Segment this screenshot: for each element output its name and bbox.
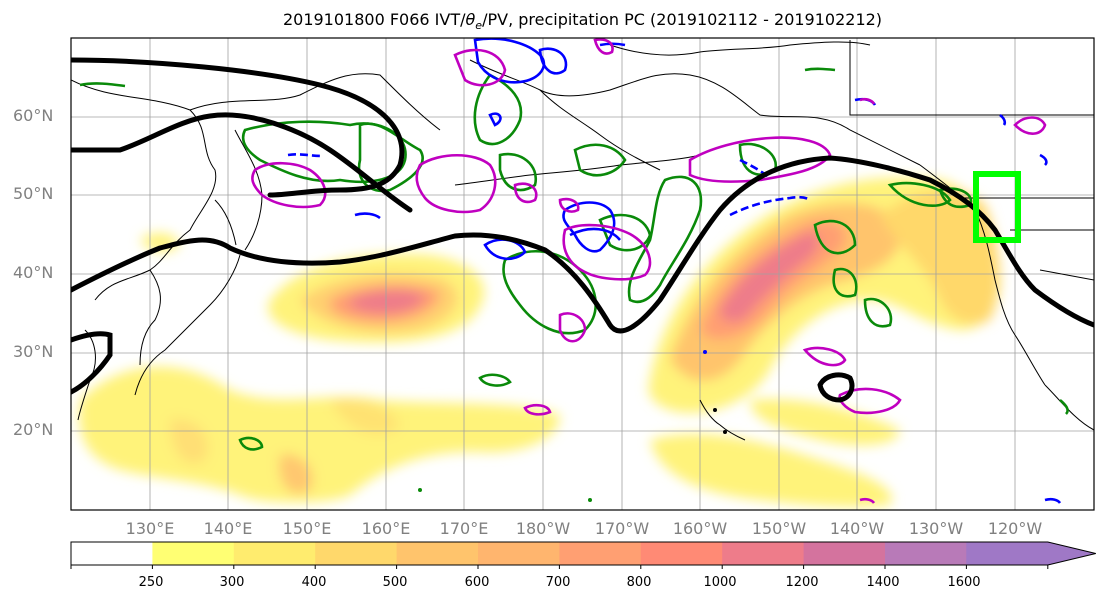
colorbar-tick-label: 300 [219,575,245,590]
colorbar-segment [478,542,560,565]
lon-label: 170°E [439,519,489,538]
lat-label: 40°N [13,263,54,282]
colorbar-segment [885,542,967,565]
colorbar-segment [233,542,316,565]
lon-label: 130°E [125,519,175,538]
colorbar-tick-label: 1000 [703,575,737,590]
map-frame [70,37,1095,511]
colorbar [70,541,1096,569]
lat-label: 30°N [13,342,54,361]
colorbar-tick-label: 500 [382,575,408,590]
target-box [973,171,1021,243]
colorbar-segment [71,542,153,565]
coastlines [71,40,1094,441]
lon-label: 120°W [987,519,1043,538]
lat-label: 20°N [13,420,54,439]
colorbar-tick-label: 700 [545,575,571,590]
colorbar-tick-label: 250 [138,575,164,590]
colorbar-segment [803,542,886,565]
lon-label: 130°W [908,519,964,538]
colorbar-extend-arrow [966,542,1096,565]
lon-label: 170°W [594,519,650,538]
colorbar-segment [396,542,479,565]
magenta-contours [251,38,1047,504]
colorbar-segment [559,542,642,565]
map-panel [71,38,1094,510]
lon-label: 150°E [282,519,332,538]
colorbar-tick-label: 600 [464,575,490,590]
colorbar-tick-label: 1400 [866,575,900,590]
colorbar-segment [152,542,235,565]
lat-label: 50°N [13,184,54,203]
lon-label: 150°W [751,519,807,538]
lat-label: 60°N [13,106,54,125]
map-title: 2019101800 F066 IVT/θe/PV, precipitation… [282,10,883,33]
lon-label: 140°E [203,519,253,538]
ivt-shading [79,177,1000,508]
speckles [418,350,727,502]
colorbar-tick-label: 800 [626,575,652,590]
colorbar-tick-label: 400 [301,575,327,590]
colorbar-segment [315,542,398,565]
colorbar-tick-label: 1200 [785,575,819,590]
colorbar-outline [70,541,1096,566]
colorbar-tick-label: 1600 [947,575,981,590]
lon-label: 180°W [515,519,571,538]
lon-label: 160°E [361,519,411,538]
colorbar-segment [722,542,805,565]
lon-label: 160°W [672,519,728,538]
colorbar-segment [640,542,723,565]
lon-label: 140°W [829,519,885,538]
